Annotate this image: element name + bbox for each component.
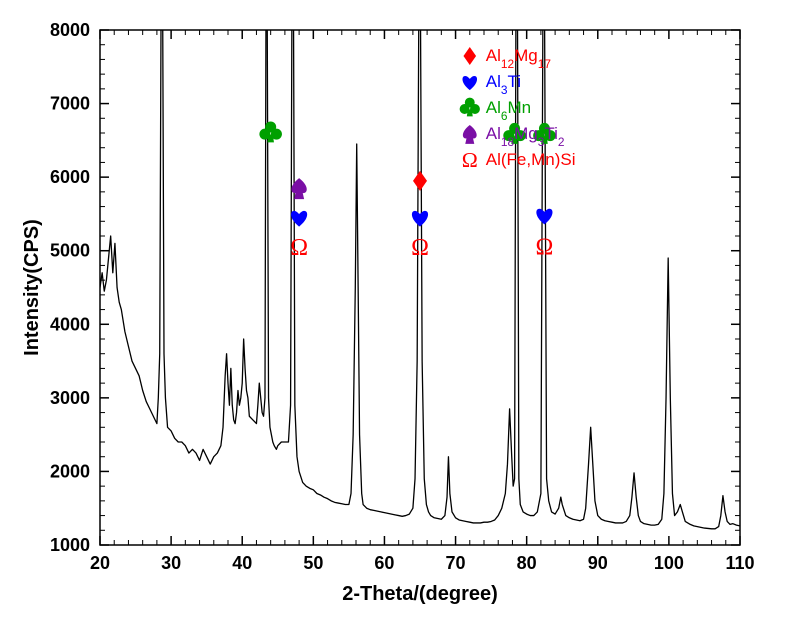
legend-label: Al6Mn: [486, 98, 531, 123]
y-tick-label: 5000: [50, 241, 90, 261]
legend: Al12Mg17Al3TiAl6MnAl18Mg3Ti2ΩAl(Fe,Mn)Si: [460, 46, 576, 172]
x-tick-label: 20: [90, 553, 110, 573]
x-tick-label: 30: [161, 553, 181, 573]
club-icon: [259, 121, 282, 142]
legend-label: Al18Mg3Ti2: [486, 124, 565, 149]
omega-icon: Ω: [462, 148, 478, 172]
x-tick-label: 90: [588, 553, 608, 573]
x-tick-label: 40: [232, 553, 252, 573]
plot-frame: [100, 30, 740, 545]
y-tick-label: 8000: [50, 20, 90, 40]
diamond-icon: [413, 171, 427, 191]
xrd-chart: 20 30 40 50 60 70 80 90 100 110 1000 2000 3000 4000 50…: [0, 0, 786, 633]
heart-icon: [463, 76, 478, 90]
y-tick-label: 4000: [50, 314, 90, 334]
club-icon: [460, 98, 480, 117]
legend-label: Al(Fe,Mn)Si: [486, 150, 576, 169]
chart-container: 20 30 40 50 60 70 80 90 100 110 1000 2000 3000 4000 50…: [0, 0, 786, 633]
x-axis-label: 2-Theta/(degree): [342, 583, 498, 605]
legend-label: Al12Mg17: [486, 46, 552, 71]
y-tick-label: 6000: [50, 167, 90, 187]
heart-icon: [536, 209, 552, 225]
diamond-icon: [463, 47, 476, 65]
x-tick-label: 80: [517, 553, 537, 573]
y-tick-label: 1000: [50, 535, 90, 555]
y-axis-label: Intensity(CPS): [21, 219, 43, 356]
omega-icon: Ω: [536, 234, 554, 260]
y-tick-label: 3000: [50, 388, 90, 408]
x-tick-label: 110: [725, 553, 754, 573]
y-tick-label: 2000: [50, 461, 90, 481]
x-tick-label: 70: [446, 553, 466, 573]
x-tick-label: 50: [303, 553, 323, 573]
omega-icon: Ω: [290, 235, 308, 261]
x-tick-label: 60: [374, 553, 394, 573]
y-tick-label: 7000: [50, 94, 90, 114]
xrd-pattern-line: [100, 0, 740, 529]
heart-icon: [291, 211, 307, 227]
spade-icon: [463, 125, 477, 144]
x-tick-label: 100: [654, 553, 684, 573]
omega-icon: Ω: [411, 235, 429, 261]
heart-icon: [412, 211, 428, 227]
